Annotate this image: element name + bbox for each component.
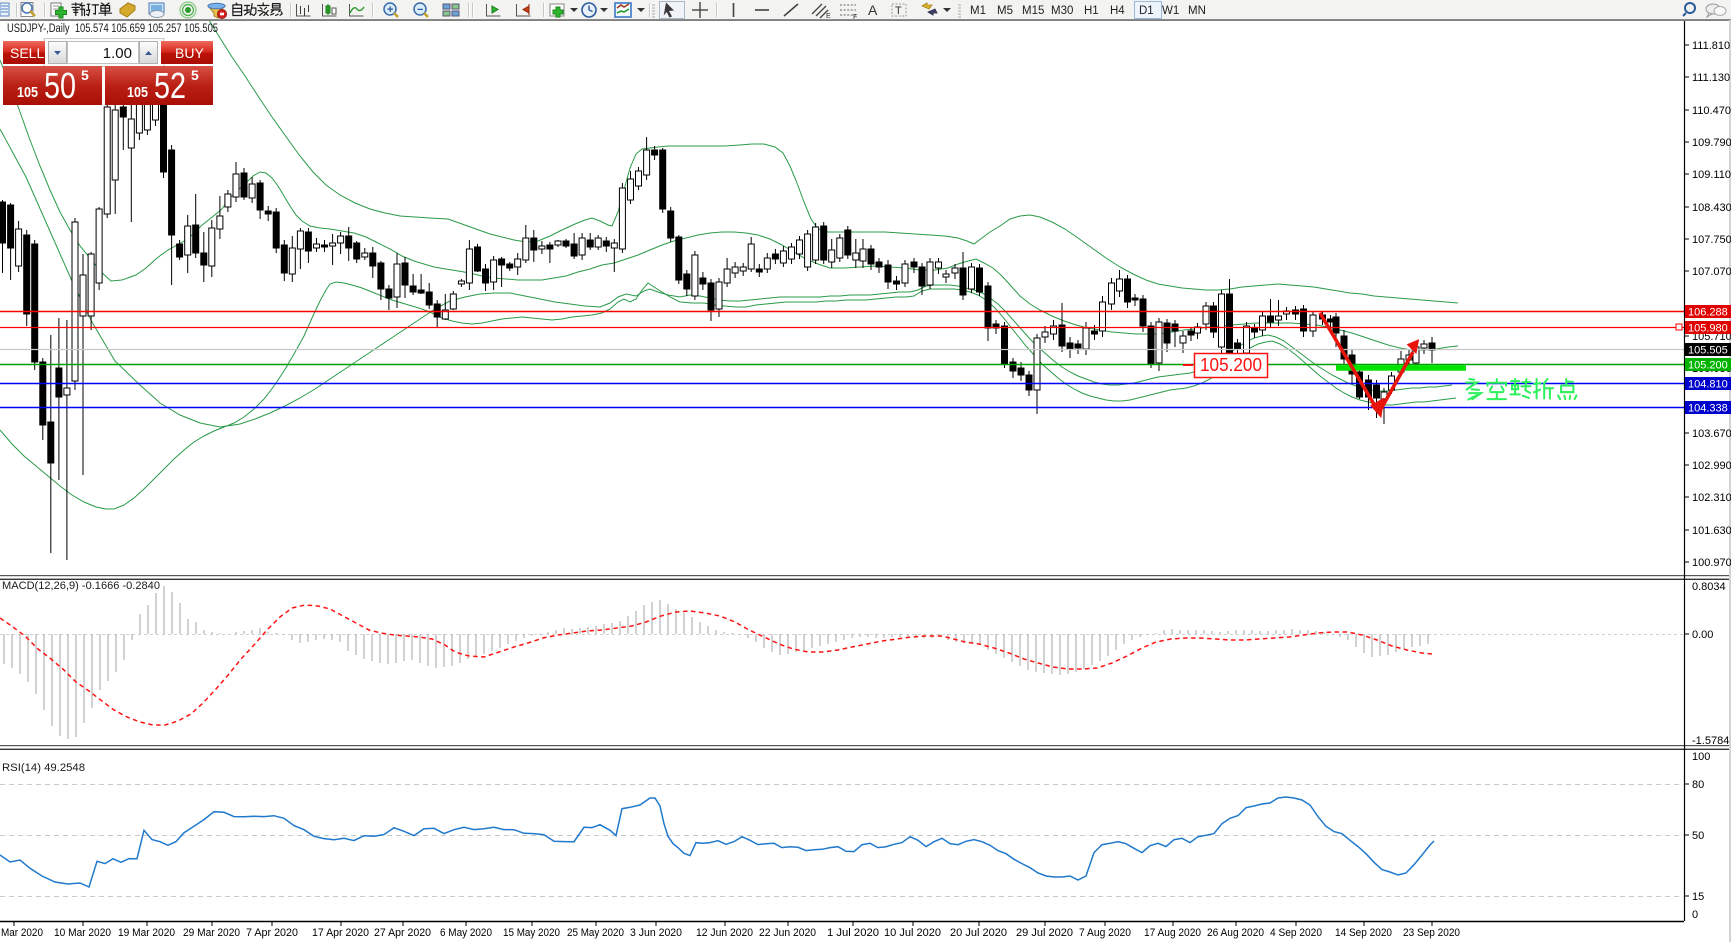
svg-text:M30: M30: [1051, 5, 1073, 17]
svg-text:7 Apr 2020: 7 Apr 2020: [246, 927, 298, 939]
svg-text:25 May 2020: 25 May 2020: [567, 927, 624, 939]
svg-text:52: 52: [154, 65, 186, 106]
svg-text:104.810: 104.810: [1688, 379, 1728, 391]
svg-text:108.430: 108.430: [1692, 202, 1731, 214]
svg-text:5: 5: [191, 67, 199, 83]
svg-text:RSI(14) 49.2548: RSI(14) 49.2548: [2, 762, 85, 774]
svg-text:101.630: 101.630: [1692, 525, 1731, 537]
svg-text:109.790: 109.790: [1692, 137, 1731, 149]
svg-text:+: +: [387, 4, 393, 16]
svg-text:T: T: [895, 5, 902, 17]
svg-text:111.810: 111.810: [1692, 40, 1730, 52]
svg-text:15: 15: [1692, 891, 1704, 903]
svg-text:105.200: 105.200: [1200, 355, 1262, 375]
svg-text:4 Sep 2020: 4 Sep 2020: [1270, 927, 1322, 939]
svg-text:102.990: 102.990: [1692, 460, 1731, 472]
svg-text:109.110: 109.110: [1692, 169, 1731, 181]
svg-text:100: 100: [1692, 751, 1710, 763]
svg-text:D1: D1: [1139, 5, 1154, 17]
svg-text:29 Jul 2020: 29 Jul 2020: [1016, 927, 1073, 939]
svg-text:M5: M5: [997, 5, 1013, 17]
svg-text:26 Aug 2020: 26 Aug 2020: [1207, 927, 1264, 939]
svg-text:10 Jul 2020: 10 Jul 2020: [884, 927, 941, 939]
svg-text:E: E: [826, 13, 831, 20]
svg-text:10 Mar 2020: 10 Mar 2020: [54, 927, 111, 939]
svg-text:23 Sep 2020: 23 Sep 2020: [1403, 927, 1460, 939]
svg-text:105: 105: [17, 84, 38, 101]
svg-text:105: 105: [127, 84, 148, 101]
svg-text:111.130: 111.130: [1692, 72, 1730, 84]
svg-text:107.070: 107.070: [1692, 266, 1731, 278]
svg-text:0.8034: 0.8034: [1692, 581, 1726, 593]
svg-text:17 Apr 2020: 17 Apr 2020: [312, 927, 369, 939]
svg-text:Mar 2020: Mar 2020: [1, 927, 43, 939]
svg-text:1.00: 1.00: [103, 45, 132, 62]
svg-text:50: 50: [44, 65, 76, 106]
svg-text:SELL: SELL: [10, 45, 44, 61]
svg-text:7 Aug 2020: 7 Aug 2020: [1079, 927, 1131, 939]
svg-text:H1: H1: [1084, 5, 1099, 17]
svg-text:12 Jun 2020: 12 Jun 2020: [696, 927, 753, 939]
svg-text:19 Mar 2020: 19 Mar 2020: [118, 927, 175, 939]
svg-text:MACD(12,26,9) -0.1666 -0.2840: MACD(12,26,9) -0.1666 -0.2840: [2, 580, 160, 592]
svg-text:1 Jul 2020: 1 Jul 2020: [827, 927, 879, 939]
svg-text:80: 80: [1692, 779, 1704, 791]
svg-text:22 Jun 2020: 22 Jun 2020: [759, 927, 816, 939]
svg-text:H4: H4: [1110, 5, 1125, 17]
svg-text:14 Sep 2020: 14 Sep 2020: [1335, 927, 1392, 939]
svg-text:3 Jun 2020: 3 Jun 2020: [630, 927, 682, 939]
svg-text:100.970: 100.970: [1692, 557, 1731, 569]
svg-text:0: 0: [1692, 909, 1698, 921]
svg-text:106.288: 106.288: [1688, 307, 1728, 319]
svg-text:17 Aug 2020: 17 Aug 2020: [1144, 927, 1201, 939]
svg-text:29 Mar 2020: 29 Mar 2020: [183, 927, 240, 939]
svg-text:USDJPY-,Daily 105.574 105.659: USDJPY-,Daily 105.574 105.659 105.257 10…: [7, 23, 218, 35]
svg-text:105.505: 105.505: [1688, 345, 1728, 357]
svg-text:BUY: BUY: [175, 45, 204, 61]
svg-text:0.00: 0.00: [1692, 629, 1713, 641]
svg-text:6 May 2020: 6 May 2020: [440, 927, 492, 939]
svg-text:110.470: 110.470: [1692, 105, 1731, 117]
svg-text:MN: MN: [1188, 5, 1206, 17]
svg-text:27 Apr 2020: 27 Apr 2020: [374, 927, 431, 939]
svg-text:102.310: 102.310: [1692, 492, 1731, 504]
svg-text:F: F: [853, 14, 857, 21]
svg-text:105.980: 105.980: [1688, 323, 1728, 335]
svg-text:105.200: 105.200: [1688, 360, 1728, 372]
svg-text:A: A: [868, 2, 878, 18]
svg-text:20 Jul 2020: 20 Jul 2020: [950, 927, 1007, 939]
svg-text:W1: W1: [1162, 5, 1179, 17]
svg-text:−: −: [417, 4, 423, 16]
svg-text:5: 5: [81, 67, 89, 83]
svg-text:103.670: 103.670: [1692, 428, 1731, 440]
svg-text:107.750: 107.750: [1692, 234, 1731, 246]
svg-text:-1.5784: -1.5784: [1692, 735, 1729, 747]
svg-text:M15: M15: [1022, 5, 1044, 17]
svg-text:50: 50: [1692, 830, 1704, 842]
svg-text:15 May 2020: 15 May 2020: [503, 927, 560, 939]
svg-text:104.338: 104.338: [1688, 403, 1728, 415]
svg-text:M1: M1: [970, 5, 986, 17]
